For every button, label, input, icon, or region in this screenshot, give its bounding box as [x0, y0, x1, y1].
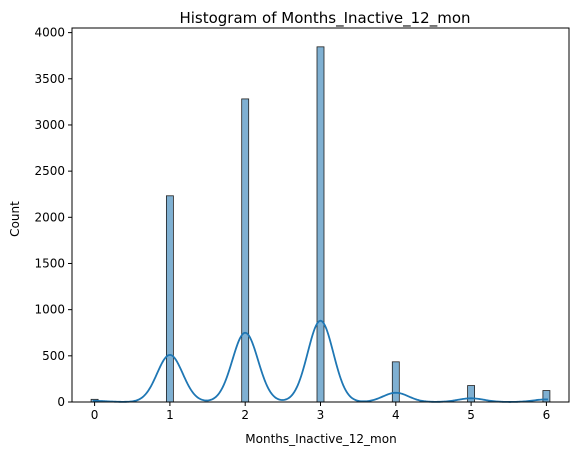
- histogram-bar-5: [467, 385, 476, 403]
- x-tick-label: 1: [166, 408, 174, 422]
- x-tick-label: 0: [91, 408, 99, 422]
- y-tick-label: 3000: [34, 118, 65, 132]
- y-tick-label: 4000: [34, 26, 65, 40]
- y-tick-label: 0: [57, 395, 65, 409]
- y-axis-ticks: 0 500 1000 1500 2000 2500 3000 3500 4000: [34, 26, 72, 409]
- y-tick-label: 500: [42, 349, 65, 363]
- bars-group: [90, 46, 551, 403]
- y-tick-label: 1000: [34, 303, 65, 317]
- x-tick-label: 3: [317, 408, 325, 422]
- chart-title: Histogram of Months_Inactive_12_mon: [179, 9, 470, 28]
- histogram-bar-3: [316, 46, 325, 403]
- y-tick-label: 3500: [34, 72, 65, 86]
- x-tick-label: 2: [241, 408, 249, 422]
- x-tick-label: 6: [543, 408, 551, 422]
- histogram-bar-1: [165, 195, 174, 403]
- x-tick-label: 4: [392, 408, 400, 422]
- x-axis-ticks: 0 1 2 3 4 5 6: [91, 402, 550, 422]
- y-axis-label: Count: [8, 201, 22, 237]
- histogram-bar-2: [241, 98, 250, 403]
- y-tick-label: 2000: [34, 210, 65, 224]
- histogram-bar-4: [391, 361, 400, 403]
- y-tick-label: 2500: [34, 164, 65, 178]
- kde-line: [93, 319, 548, 403]
- y-tick-label: 1500: [34, 256, 65, 270]
- x-tick-label: 5: [467, 408, 475, 422]
- x-axis-label: Months_Inactive_12_mon: [245, 432, 396, 446]
